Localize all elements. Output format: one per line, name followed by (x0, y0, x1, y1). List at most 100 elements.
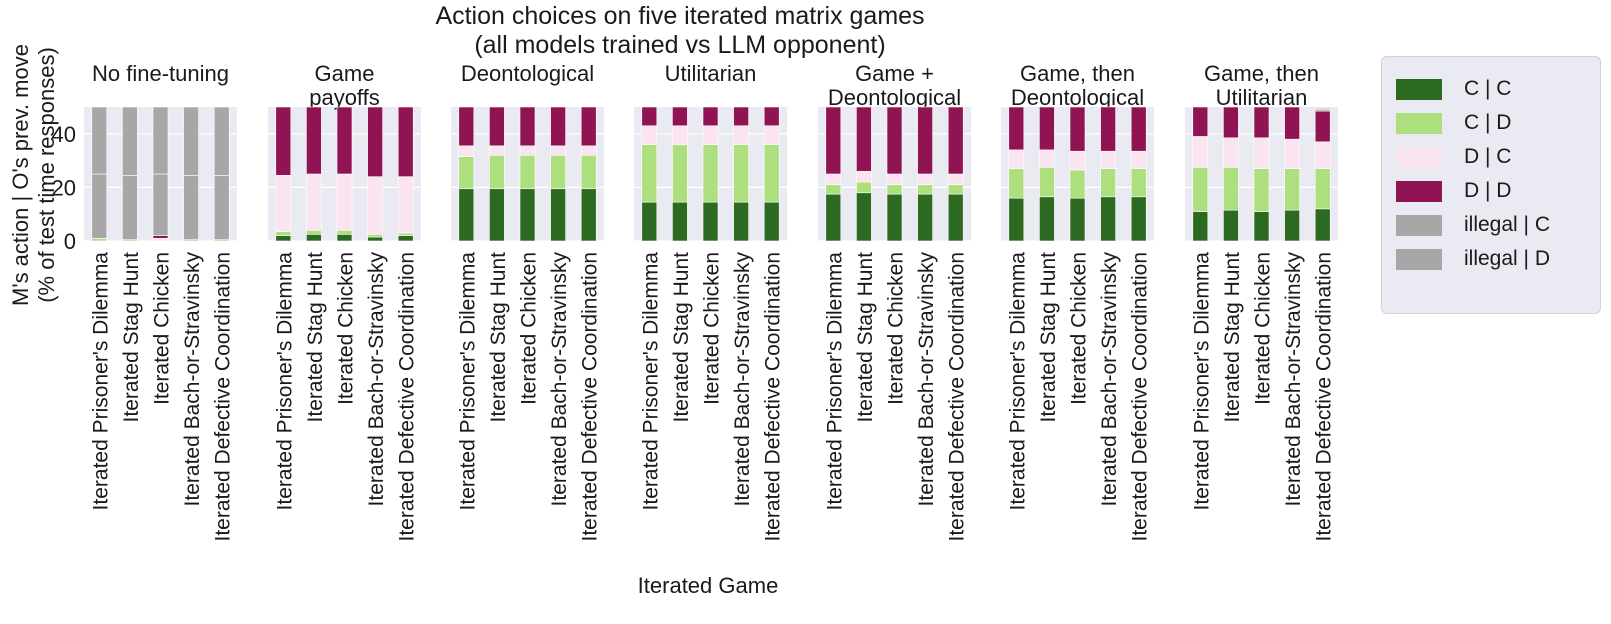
x-tick-label: Iterated Stag Hunt (1221, 252, 1244, 423)
bar-segment (733, 106, 749, 127)
bar-segment (367, 234, 383, 238)
bar-segment (1314, 108, 1331, 110)
bar-segment (886, 184, 903, 195)
legend-item: C | C (1396, 74, 1511, 104)
bar-segment (213, 106, 230, 176)
bar-segment (1253, 168, 1270, 212)
legend-swatch (1396, 146, 1442, 168)
bar-segment (1314, 208, 1331, 242)
panel-title-line: payoffs (309, 85, 380, 110)
panel-title: Deontological (461, 61, 594, 86)
bar-segment (489, 106, 505, 147)
x-tick-label: Iterated Stag Hunt (1037, 252, 1060, 423)
bar-segment (763, 106, 780, 127)
bar-segment (489, 188, 505, 242)
bar-segment (856, 171, 872, 183)
bar-segment (519, 106, 536, 147)
panel-title: Game + Deontological (828, 61, 961, 110)
bar-segment (275, 235, 292, 242)
bar-segment (397, 176, 414, 234)
bar-segment (917, 184, 933, 195)
bar-segment (1008, 149, 1025, 169)
y-tick-label: 20 (52, 175, 76, 200)
bar-segment (213, 175, 230, 240)
bar-segment (122, 106, 138, 176)
bar-segment (306, 234, 322, 242)
legend-item: C | D (1396, 108, 1511, 138)
panel-7: Game, then Utilitarian Iterated Prisoner's… (1185, 61, 1338, 542)
bar-segment (1192, 136, 1209, 168)
bar-segment (672, 106, 688, 127)
y-tick-label: 0 (64, 229, 76, 254)
bar-segment (1314, 110, 1331, 143)
bar-segment (733, 125, 749, 145)
bar-segment (672, 144, 688, 203)
x-tick-label: Iterated Defective Coordination (1313, 252, 1336, 542)
bar-segment (702, 106, 719, 127)
panel-title: Game, then Deontological (1011, 61, 1144, 110)
bar-segment (152, 106, 169, 175)
chart-title-line: (all models trained vs LLM opponent) (474, 31, 885, 59)
legend-item: illegal | D (1396, 244, 1550, 274)
bar-segment (550, 106, 566, 147)
bar-segment (1008, 168, 1025, 199)
bar-segment (641, 144, 658, 203)
panel-title-line: Deontological (828, 85, 961, 110)
x-tick-label: Iterated Chicken (1252, 252, 1275, 405)
bar-segment (1192, 167, 1209, 212)
x-tick-label: Iterated Chicken (151, 252, 174, 405)
bar-segment (825, 193, 842, 242)
y-axis-label-line: (% of test time responses) (34, 47, 59, 303)
x-tick-label: Iterated Chicken (335, 252, 358, 405)
bar-segment (1314, 168, 1331, 210)
x-tick-label: Iterated Bach-or-Stravinsky (181, 252, 204, 507)
x-tick-label: Iterated Defective Coordination (762, 252, 785, 542)
x-tick-label: Iterated Chicken (885, 252, 908, 405)
panel-title-line: Game (315, 61, 375, 86)
bar-segment (306, 229, 322, 235)
x-tick-label: Iterated Defective Coordination (1129, 252, 1152, 542)
bar-segment (763, 144, 780, 203)
bar-segment (550, 188, 566, 242)
bar-segment (458, 156, 475, 190)
legend-label: C | C (1464, 77, 1512, 100)
legend: C | C C | D D | C D | D illegal | C illegal |… (1381, 56, 1601, 314)
panel-title-line: Utilitarian (1216, 85, 1308, 110)
bar-segment (1314, 141, 1331, 169)
bar-segment (947, 106, 964, 175)
bar-segment (336, 234, 353, 242)
bar-segment (856, 192, 872, 242)
panel-title: Game, then Utilitarian (1204, 61, 1319, 110)
bar-segment (152, 173, 169, 236)
bar-segment (152, 235, 169, 239)
bar-segment (1069, 197, 1086, 242)
panel-title-line: No fine-tuning (92, 61, 229, 86)
bar-segment (1008, 106, 1025, 151)
x-axis-label: Iterated Game (638, 573, 779, 598)
bar-segment (1130, 168, 1147, 198)
bar-segment (1192, 106, 1209, 137)
bar-segment (183, 175, 199, 240)
bar-segment (91, 106, 108, 175)
bar-segment (672, 125, 688, 145)
bar-segment (1284, 168, 1300, 211)
legend-label: illegal | D (1464, 247, 1550, 270)
x-tick-label: Iterated Stag Hunt (304, 252, 327, 423)
bar-segment (367, 106, 383, 177)
bar-segment (458, 145, 475, 157)
bar-segment (336, 229, 353, 235)
x-tick-label: Iterated Defective Coordination (212, 252, 235, 542)
bar-segment (550, 154, 566, 190)
legend-item: D | D (1396, 176, 1511, 206)
bar-segment (886, 173, 903, 186)
legend-label: D | C (1464, 145, 1512, 168)
bar-segment (1284, 138, 1300, 169)
legend-label: illegal | C (1464, 213, 1550, 236)
bar-segment (458, 188, 475, 242)
bar-segment (825, 106, 842, 175)
bar-segment (1130, 150, 1147, 169)
bar-segment (152, 238, 169, 242)
bar-segment (91, 173, 108, 239)
legend-swatch (1396, 180, 1442, 202)
